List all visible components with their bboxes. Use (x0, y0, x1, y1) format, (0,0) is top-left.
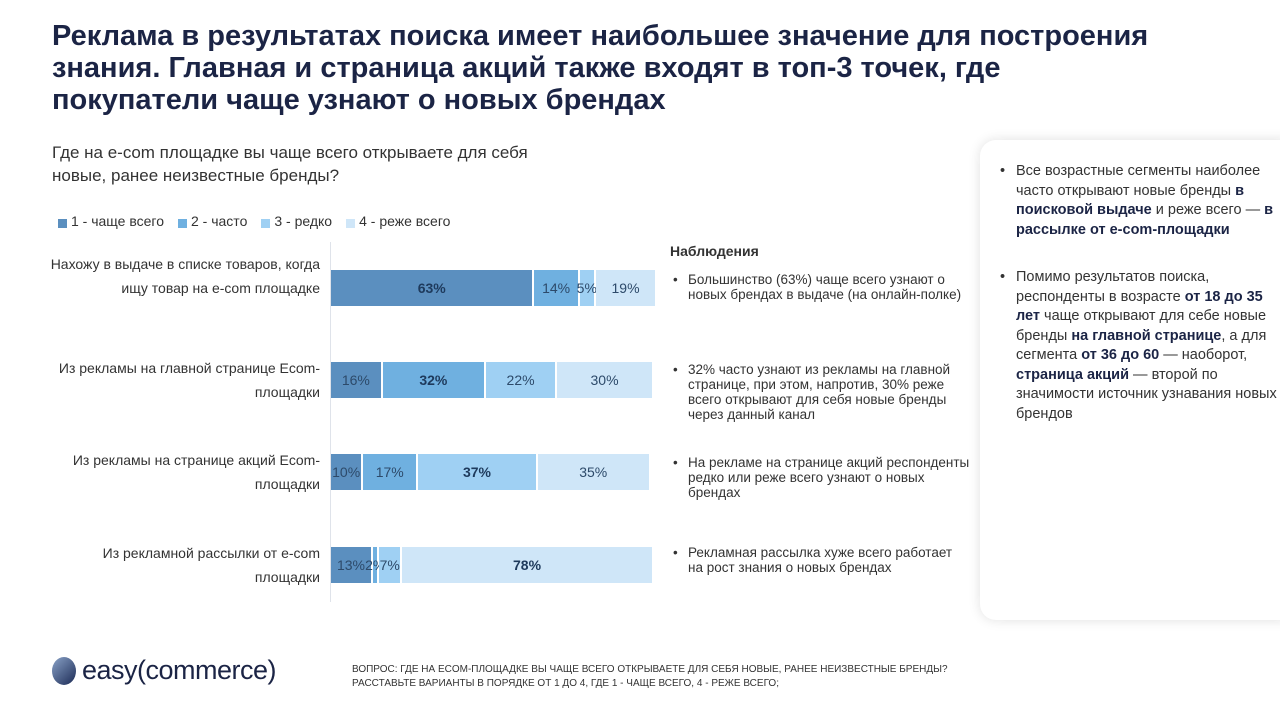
data-label: 78% (513, 557, 542, 573)
category-label: Из рекламы на странице акций Ecom-площад… (72, 452, 320, 492)
bar-segment: 63% (331, 270, 535, 306)
bar-segment: 30% (557, 362, 654, 398)
footnote-line: Расставьте варианты в порядке от 1 до 4,… (352, 678, 779, 689)
chart-question: Где на e-com площадке вы чаще всего откр… (52, 143, 528, 185)
data-label: 14% (542, 280, 571, 296)
legend-item: 1 - чаще всего (58, 213, 164, 229)
observation-item: Рекламная рассылка хуже всего работает н… (670, 545, 970, 575)
category-label: Из рекламы на главной странице Ecom-площ… (58, 360, 320, 400)
bar-segment: 13% (331, 547, 373, 583)
legend-label: 1 - чаще всего (71, 213, 164, 229)
data-label: 37% (462, 464, 491, 480)
legend-item: 3 - редко (261, 213, 332, 229)
legend-label: 2 - часто (191, 213, 248, 229)
legend-label: 4 - реже всего (359, 213, 451, 229)
data-label: 32% (419, 372, 448, 388)
data-label: 63% (417, 280, 446, 296)
legend-swatch (58, 218, 67, 228)
logo-mark-icon (52, 656, 76, 685)
category-label: Нахожу в выдаче в списке товаров, когда … (50, 256, 320, 296)
data-label: 35% (579, 464, 608, 480)
legend-label: 3 - редко (274, 213, 333, 229)
data-label: 10% (332, 464, 361, 480)
insight-2: Помимо результатов поиска, респонденты в… (1000, 268, 1278, 424)
legend-swatch (178, 218, 187, 228)
stacked-bar-chart: Нахожу в выдаче в списке товаров, когда … (50, 242, 658, 602)
bar-segment: 78% (402, 547, 654, 583)
bar-segment: 17% (363, 454, 419, 490)
data-label: 13% (336, 557, 365, 573)
logo: easy(commerce) (52, 655, 277, 686)
category-label: Из рекламной рассылки от e-com площадки (102, 545, 320, 585)
bar-segment: 37% (418, 454, 538, 490)
bar-segment: 16% (331, 362, 383, 398)
logo-text: easy(commerce) (82, 655, 277, 685)
bar-segment: 19% (595, 270, 658, 306)
legend-swatch (346, 218, 356, 228)
insight-1: Все возрастные сегменты наиболее часто о… (1000, 162, 1278, 240)
legend-item: 4 - реже всего (346, 213, 450, 229)
data-label: 7% (379, 557, 400, 573)
bar-segment: 32% (382, 362, 487, 398)
bar-segment: 14% (534, 270, 580, 306)
data-label: 17% (375, 464, 404, 480)
legend-swatch (261, 218, 271, 228)
footnote: Вопрос: где на Ecom-площадке вы чаще все… (352, 663, 948, 691)
footnote-line: Вопрос: где на Ecom-площадке вы чаще все… (352, 664, 948, 675)
bar-segment: 10% (331, 454, 364, 490)
bar-segment: 5% (576, 270, 597, 306)
observation-item: 32% часто узнают из рекламы на главной с… (670, 362, 970, 422)
data-label: 30% (590, 372, 619, 388)
bar-segment: 22% (486, 362, 558, 398)
axis-line (330, 242, 331, 602)
bar-segment: 35% (537, 454, 651, 490)
legend: 1 - чаще всего 2 - часто 3 - редко 4 - реже… (58, 213, 450, 229)
legend-item: 2 - часто (178, 213, 247, 229)
observations-heading: Наблюдения (670, 243, 759, 259)
data-label: 5% (576, 280, 597, 296)
data-label: 19% (611, 280, 640, 296)
bar-segment: 7% (379, 547, 403, 583)
data-label: 22% (506, 372, 535, 388)
observation-item: Большинство (63%) чаще всего узнают о но… (670, 272, 970, 302)
observation-item: На рекламе на странице акций респонденты… (670, 455, 970, 500)
page-title: Реклама в результатах поиска имеет наибо… (52, 20, 1149, 116)
data-label: 16% (341, 372, 370, 388)
